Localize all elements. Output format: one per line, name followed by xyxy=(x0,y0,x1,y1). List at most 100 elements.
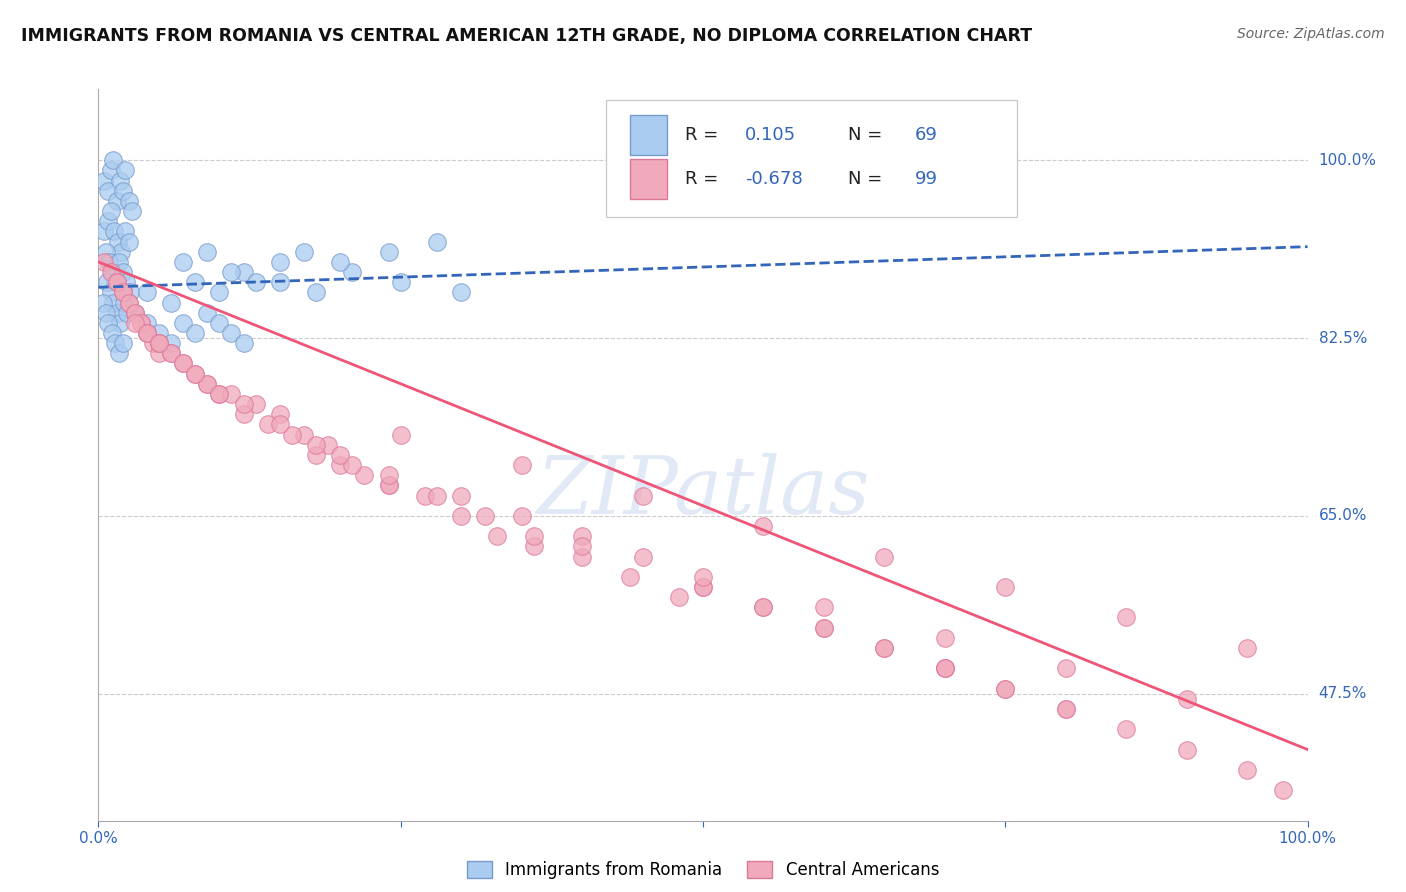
Point xyxy=(269,417,291,432)
Point xyxy=(104,275,127,289)
Point xyxy=(118,295,141,310)
Point xyxy=(104,336,127,351)
Point xyxy=(377,244,399,259)
Point xyxy=(195,244,218,259)
Point xyxy=(108,174,131,188)
Point xyxy=(124,306,146,320)
Point xyxy=(100,204,122,219)
Point xyxy=(101,153,124,168)
Point xyxy=(103,224,125,238)
Point xyxy=(316,438,339,452)
Point xyxy=(1236,640,1258,655)
Point xyxy=(195,376,218,391)
Legend: Immigrants from Romania, Central Americans: Immigrants from Romania, Central America… xyxy=(460,854,946,886)
Point xyxy=(111,285,134,300)
Point xyxy=(450,285,472,300)
Point xyxy=(813,621,835,635)
Point xyxy=(486,529,509,543)
Point xyxy=(426,235,449,249)
Point xyxy=(135,316,157,330)
Point xyxy=(135,285,157,300)
Point xyxy=(450,508,472,523)
Point xyxy=(813,600,835,615)
Point xyxy=(873,640,896,655)
Point xyxy=(292,244,315,259)
Point xyxy=(108,255,131,269)
Point xyxy=(97,184,120,198)
Point xyxy=(329,448,352,462)
Point xyxy=(118,194,141,208)
Point xyxy=(97,316,120,330)
Point xyxy=(1175,691,1198,706)
Point xyxy=(342,458,364,472)
Text: 82.5%: 82.5% xyxy=(1319,331,1367,345)
Point xyxy=(148,346,170,360)
Point xyxy=(377,478,399,492)
Point xyxy=(292,427,315,442)
Point xyxy=(98,255,121,269)
Text: ZIPatlas: ZIPatlas xyxy=(536,453,870,530)
Point xyxy=(389,427,412,442)
Point xyxy=(124,316,146,330)
Text: 47.5%: 47.5% xyxy=(1319,686,1367,701)
Point xyxy=(305,285,328,300)
Point xyxy=(813,621,835,635)
Point xyxy=(121,204,143,219)
Point xyxy=(692,570,714,584)
Point xyxy=(105,306,128,320)
Text: 99: 99 xyxy=(915,170,938,188)
Point xyxy=(148,336,170,351)
Point xyxy=(1175,742,1198,756)
Point xyxy=(1054,702,1077,716)
Point xyxy=(105,275,128,289)
Point xyxy=(91,295,114,310)
Point xyxy=(668,590,690,604)
Point xyxy=(135,326,157,340)
Point xyxy=(752,600,775,615)
Point xyxy=(160,336,183,351)
Point xyxy=(124,306,146,320)
Point xyxy=(160,346,183,360)
Point xyxy=(377,468,399,483)
Point xyxy=(413,489,436,503)
Point xyxy=(631,489,654,503)
Point xyxy=(184,367,207,381)
Point xyxy=(118,295,141,310)
Point xyxy=(93,255,115,269)
Point xyxy=(269,255,291,269)
Point xyxy=(221,265,243,279)
Point xyxy=(245,275,267,289)
Text: 65.0%: 65.0% xyxy=(1319,508,1367,524)
Point xyxy=(111,285,134,300)
Point xyxy=(208,387,231,401)
Point xyxy=(232,397,254,411)
Point xyxy=(245,397,267,411)
Point xyxy=(110,244,132,259)
Point xyxy=(195,306,218,320)
Point xyxy=(208,285,231,300)
Text: 0.105: 0.105 xyxy=(745,126,796,144)
Point xyxy=(112,295,135,310)
Point xyxy=(752,600,775,615)
Point xyxy=(873,640,896,655)
Point xyxy=(195,376,218,391)
Point xyxy=(221,387,243,401)
Text: IMMIGRANTS FROM ROMANIA VS CENTRAL AMERICAN 12TH GRADE, NO DIPLOMA CORRELATION C: IMMIGRANTS FROM ROMANIA VS CENTRAL AMERI… xyxy=(21,27,1032,45)
Text: N =: N = xyxy=(848,170,883,188)
Point xyxy=(1115,723,1137,737)
Point xyxy=(148,326,170,340)
Point xyxy=(129,316,152,330)
Point xyxy=(994,681,1017,696)
Point xyxy=(1272,783,1295,797)
Point xyxy=(523,540,546,554)
Point xyxy=(232,265,254,279)
Point xyxy=(1054,702,1077,716)
Point xyxy=(108,316,131,330)
Point xyxy=(269,407,291,421)
Point xyxy=(94,306,117,320)
Point xyxy=(117,306,139,320)
Point xyxy=(692,580,714,594)
Point xyxy=(115,275,138,289)
Point xyxy=(129,316,152,330)
Point xyxy=(474,508,496,523)
